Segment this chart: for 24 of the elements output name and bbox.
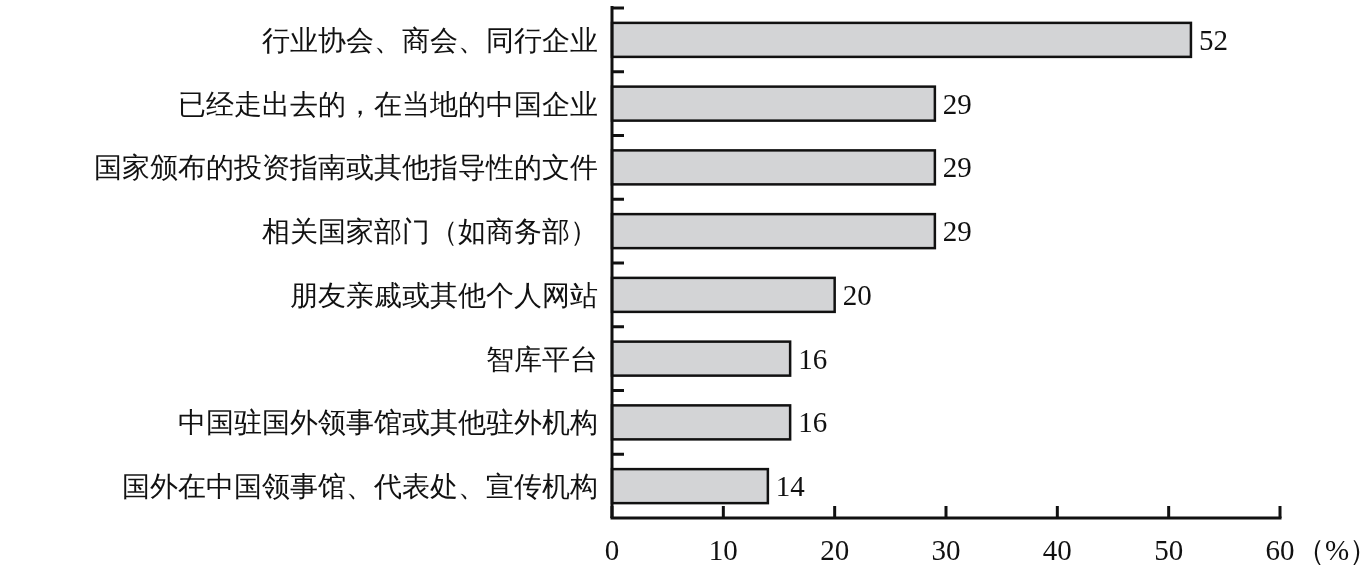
data-label: 20 — [842, 278, 872, 311]
y-tick-label: 行业协会、商会、同行企业 — [262, 24, 598, 56]
y-tick-label: 智库平台 — [486, 343, 598, 375]
data-label: 29 — [942, 215, 972, 248]
x-tick-label: 40 — [1042, 534, 1072, 566]
y-tick-label: 已经走出去的，在当地的中国企业 — [178, 88, 598, 120]
data-label: 29 — [942, 151, 972, 184]
x-tick-label: 0 — [604, 534, 620, 566]
y-tick-label: 中国驻国外领事馆或其他驻外机构 — [178, 407, 598, 439]
y-tick-label: 朋友亲戚或其他个人网站 — [290, 279, 598, 311]
data-label: 16 — [798, 342, 828, 375]
x-axis-title: （%） — [1296, 534, 1369, 566]
y-tick-label: 相关国家部门（如商务部） — [262, 216, 598, 248]
x-tick-label: 60 — [1265, 534, 1295, 566]
data-label: 16 — [798, 406, 828, 439]
data-label: 52 — [1198, 23, 1228, 56]
y-tick-label: 国外在中国领事馆、代表处、宣传机构 — [122, 471, 598, 503]
x-tick-label: 20 — [820, 534, 850, 566]
x-tick-label: 30 — [931, 534, 961, 566]
x-tick-label: 50 — [1154, 534, 1184, 566]
y-tick-label: 国家颁布的投资指南或其他指导性的文件 — [94, 152, 598, 184]
data-label: 14 — [775, 470, 806, 503]
data-label: 29 — [942, 87, 972, 120]
x-tick-label: 10 — [708, 534, 738, 566]
